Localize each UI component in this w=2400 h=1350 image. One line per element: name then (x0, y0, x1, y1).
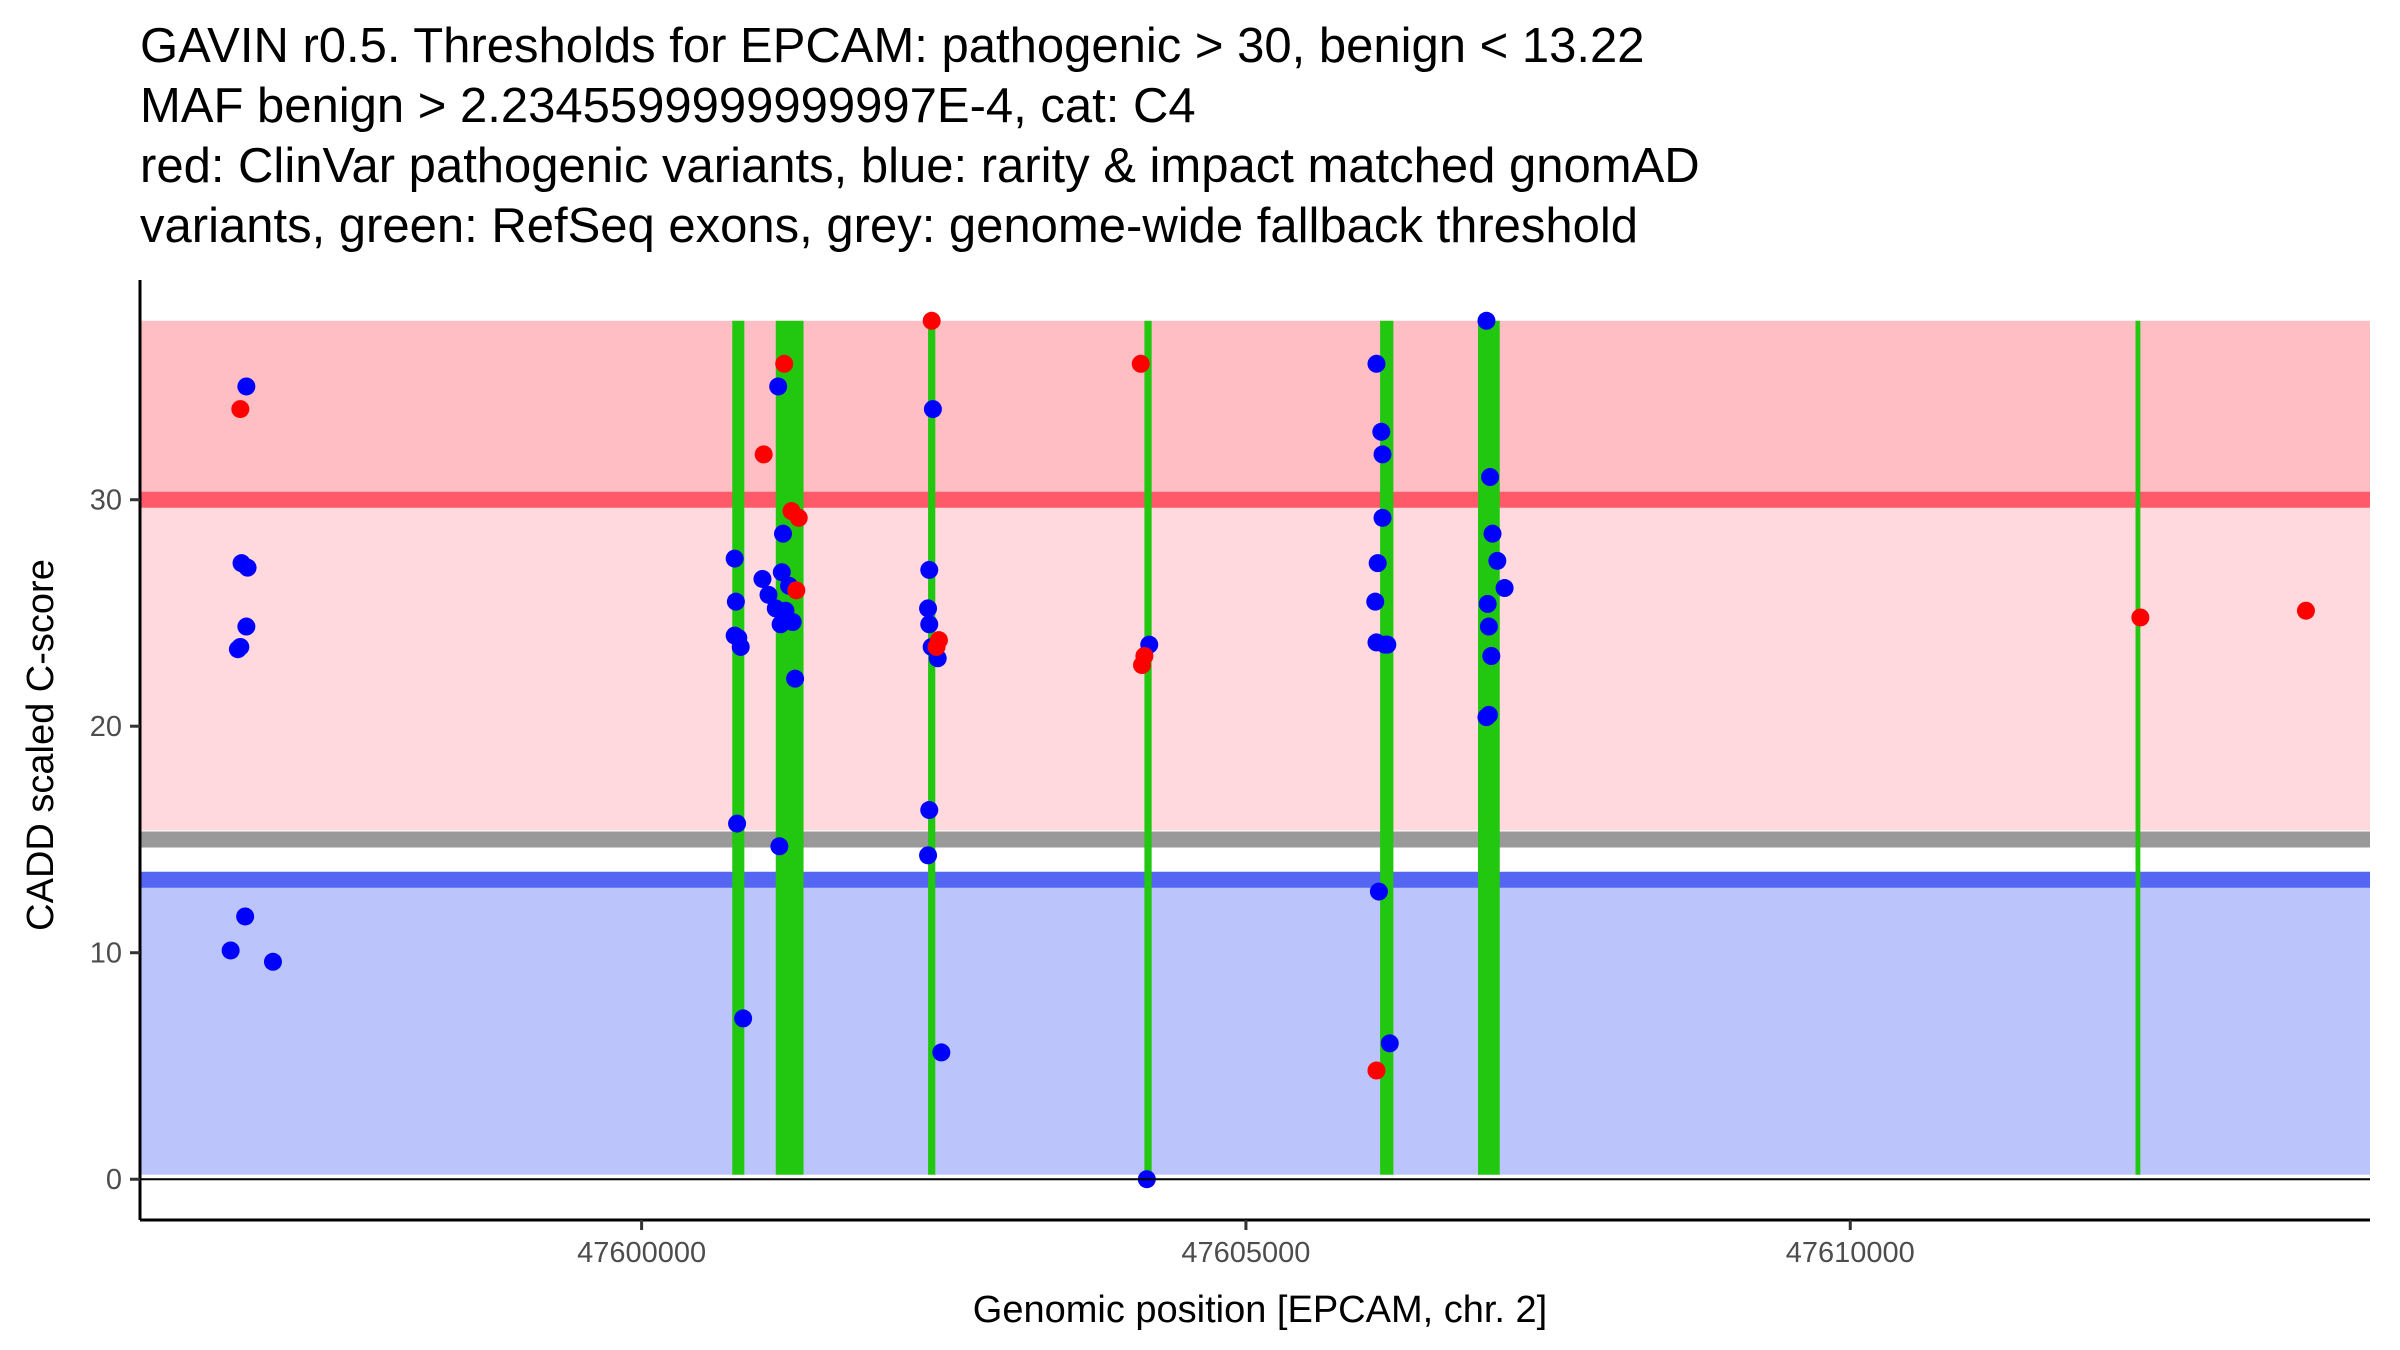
gnomad-variant-point (263, 952, 282, 971)
gnomad-variant-point (1479, 617, 1498, 636)
gnomad-variant-point (1481, 468, 1500, 487)
gnomad-variant-point (725, 549, 744, 568)
exon-bar (1380, 320, 1394, 1175)
gnomad-variant-point (734, 1009, 753, 1028)
gnomad-variant-point (221, 941, 240, 960)
exon-bar (2135, 320, 2141, 1175)
gnomad-variant-point (726, 592, 745, 611)
x-tick-label: 47605000 (1181, 1237, 1310, 1269)
gnomad-variant-point (237, 377, 256, 396)
refseq-exons (732, 320, 2141, 1175)
pathogenic-variant-point (2296, 601, 2315, 620)
y-tick-label: 20 (90, 711, 122, 743)
pathogenic-variant-point (1367, 1061, 1386, 1080)
title-line-4: variants, green: RefSeq exons, grey: gen… (140, 199, 1638, 253)
x-tick-label: 47600000 (577, 1237, 706, 1269)
pathogenic-region (140, 499, 2370, 831)
y-tick-label: 10 (90, 938, 122, 970)
gnomad-variant-point (786, 669, 805, 688)
pathogenic-variant-point (922, 311, 941, 330)
gnomad-variant-point (1373, 508, 1392, 527)
benign-region (140, 879, 2370, 1175)
pathogenic-variant-point (787, 581, 806, 600)
gnomad-variant-point (236, 907, 255, 926)
title-line-1: GAVIN r0.5. Thresholds for EPCAM: pathog… (140, 19, 1644, 73)
pathogenic-variant-point (789, 508, 808, 527)
exon-bar (1144, 320, 1152, 1175)
exon-bar (1478, 320, 1500, 1175)
variant-points (221, 311, 2315, 1189)
title-line-2: MAF benign > 2.2345599999999997E-4, cat:… (140, 79, 1196, 133)
gnomad-variant-point (783, 613, 802, 632)
gnomad-variant-point (1478, 594, 1497, 613)
gnomad-variant-point (231, 637, 250, 656)
gnomad-variant-point (923, 400, 942, 419)
gnomad-variant-point (237, 617, 256, 636)
gnomad-variant-point (770, 837, 789, 856)
y-tick-label: 30 (90, 485, 122, 517)
gnomad-variant-point (1369, 882, 1388, 901)
gnomad-variant-point (1373, 445, 1392, 464)
gnomad-variant-point (238, 558, 257, 577)
x-axis-title: Genomic position [EPCAM, chr. 2] (973, 1289, 1547, 1331)
pathogenic-variant-point (929, 631, 948, 650)
pathogenic-variant-point (2131, 608, 2150, 627)
pathogenic-variant-point (1131, 354, 1150, 373)
pathogenic-high-region (140, 320, 2370, 500)
gnomad-variant-point (774, 524, 793, 543)
exon-bar (775, 320, 804, 1175)
title-line-3: red: ClinVar pathogenic variants, blue: … (140, 139, 1700, 193)
gnomad-variant-point (920, 615, 939, 634)
chart-title: GAVIN r0.5. Thresholds for EPCAM: pathog… (140, 19, 1700, 253)
gnomad-variant-point (728, 814, 747, 833)
gnomad-variant-point (753, 569, 772, 588)
gnomad-variant-point (920, 801, 939, 820)
axes: 0 10 20 30 47600000 47605000 47610000 (90, 280, 2370, 1269)
gnomad-variant-point (1495, 579, 1514, 598)
gnomad-variant-point (1479, 705, 1498, 724)
y-axis-title: CADD scaled C-score (20, 559, 62, 931)
pathogenic-variant-point (1135, 647, 1154, 665)
gnomad-variant-point (1378, 635, 1397, 654)
y-tick-label: 0 (106, 1164, 122, 1196)
gnomad-variant-point (1367, 354, 1386, 373)
gnomad-variant-point (1482, 647, 1501, 665)
gnomad-variant-point (1372, 422, 1391, 441)
gnomad-variant-point (919, 599, 938, 618)
gnomad-variant-point (1488, 551, 1507, 570)
gnomad-variant-point (759, 585, 778, 604)
threshold-lines (140, 491, 2370, 888)
gnomad-variant-point (1380, 1034, 1399, 1053)
gnomad-variant-point (920, 560, 939, 579)
x-tick-label: 47610000 (1786, 1237, 1915, 1269)
pathogenic-variant-point (775, 354, 794, 373)
gnomad-variant-point (1477, 311, 1496, 330)
gnomad-variant-point (1368, 554, 1387, 573)
gnomad-variant-point (731, 637, 750, 656)
exon-bar (732, 320, 745, 1175)
gnomad-variant-point (1366, 592, 1385, 611)
gnomad-variant-point (769, 377, 788, 396)
exon-bar (928, 320, 936, 1175)
gnomad-variant-point (1483, 524, 1502, 543)
threshold-regions (140, 320, 2370, 1175)
pathogenic-variant-point (754, 445, 773, 464)
pathogenic-variant-point (231, 400, 250, 419)
gnomad-variant-point (919, 846, 938, 865)
gnomad-variant-point (772, 563, 791, 582)
gnomad-variant-point (932, 1043, 951, 1062)
